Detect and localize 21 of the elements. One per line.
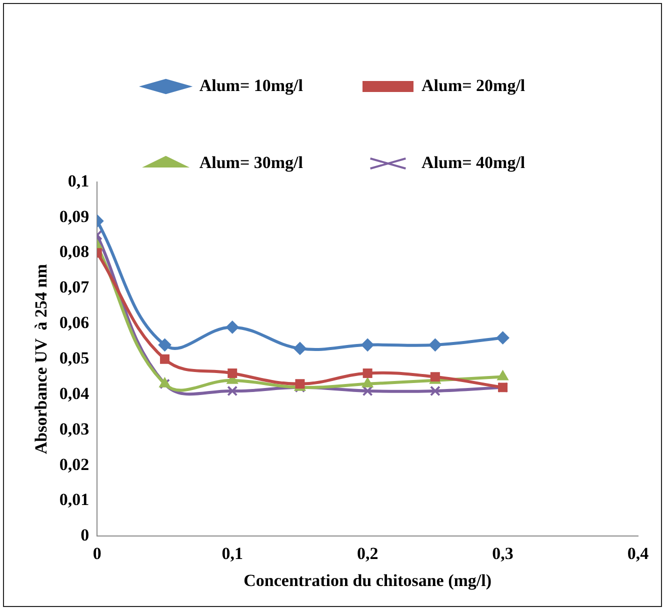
y-axis-title: Absorbance UV à 254 nm [32, 264, 51, 454]
y-tick-label: 0,03 [59, 419, 90, 438]
legend-label: Alum= 40mg/l [422, 152, 526, 172]
legend-label: Alum= 30mg/l [199, 152, 304, 172]
y-tick-label: 0,08 [59, 242, 90, 262]
y-tick-label: 0,09 [59, 206, 90, 226]
y-tick-label: 0,07 [59, 278, 90, 297]
y-tick-label: 0,04 [59, 384, 90, 403]
x-tick-label: 0,2 [356, 544, 378, 563]
x-tick-label: 0,1 [222, 544, 243, 563]
y-tick-label: 0 [80, 526, 90, 545]
y-tick-label: 0,05 [59, 348, 90, 368]
y-tick-label: 0,02 [59, 454, 90, 474]
x-axis-title: Concentration du chitosane (mg/l) [244, 571, 492, 590]
y-tick-label: 0,01 [59, 490, 90, 510]
y-tick-label: 0,1 [68, 171, 90, 190]
x-tick-label: 0,3 [492, 544, 514, 563]
x-tick-label: 0,4 [627, 544, 650, 563]
legend-label: Alum= 20mg/l [422, 76, 526, 95]
y-tick-label: 0,06 [59, 313, 90, 332]
legend-label: Alum= 10mg/l [199, 76, 304, 95]
